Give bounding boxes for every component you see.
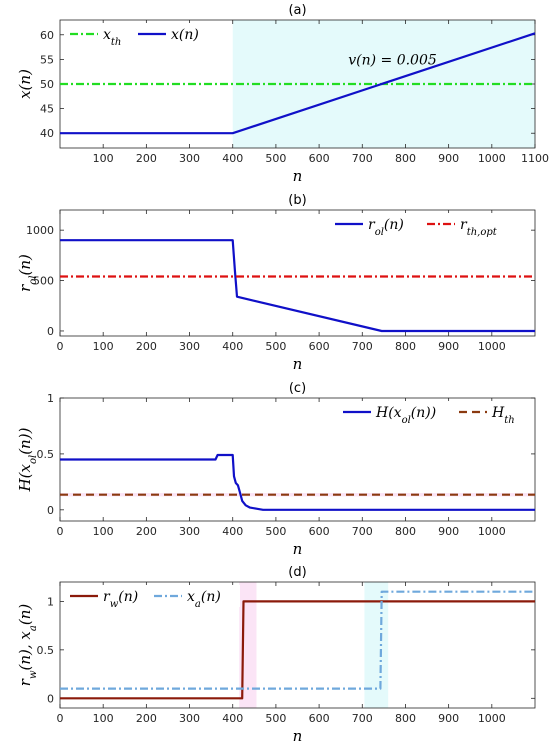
x-tick-label: 500 bbox=[265, 340, 286, 353]
x-tick-label: 200 bbox=[136, 712, 157, 725]
y-tick-label: 1000 bbox=[26, 224, 54, 237]
panel-title: (a) bbox=[288, 3, 306, 18]
x-axis-label: n bbox=[293, 167, 303, 185]
panel-b: (b) 0 100 200 300 400 500 600 700 800 900 1000 0 500 1… bbox=[16, 193, 536, 373]
x-tick-label: 100 bbox=[93, 712, 114, 725]
series-line-x-a-n- bbox=[60, 590, 535, 690]
x-tick-label: 800 bbox=[395, 340, 416, 353]
y-tick-label: 500 bbox=[33, 275, 54, 288]
y-axis-label: rw(n), xa(n) bbox=[16, 604, 39, 687]
x-axis-label: n bbox=[293, 355, 303, 373]
x-tick-label: 800 bbox=[395, 712, 416, 725]
legend-label: Hth bbox=[491, 405, 515, 426]
series-line-x-n- bbox=[60, 32, 536, 135]
legend-label: rth,opt bbox=[460, 217, 498, 238]
x-tick-label: 300 bbox=[179, 712, 200, 725]
x-tick-label: 700 bbox=[352, 525, 373, 538]
x-tick-label: 0 bbox=[57, 712, 64, 725]
legend-label: H(xol(n)) bbox=[375, 405, 436, 426]
y-tick-label: 45 bbox=[40, 103, 54, 116]
x-tick-label: 900 bbox=[438, 712, 459, 725]
x-tick-label: 1000 bbox=[478, 525, 506, 538]
x-tick-label: 700 bbox=[352, 340, 373, 353]
y-axis-label: H(xol(n)) bbox=[16, 427, 39, 492]
legend-label: xa(n) bbox=[187, 589, 221, 610]
x-tick-label: 0 bbox=[57, 340, 64, 353]
legend: rol(n) rth,opt bbox=[329, 213, 529, 238]
y-tick-label: 0 bbox=[47, 325, 54, 338]
x-tick-label: 100 bbox=[93, 340, 114, 353]
x-tick-label: 700 bbox=[352, 712, 373, 725]
x-tick-label: 700 bbox=[352, 152, 373, 165]
x-tick-label: 0 bbox=[57, 525, 64, 538]
y-tick-label: 0 bbox=[47, 504, 54, 517]
x-tick-label: 600 bbox=[309, 340, 330, 353]
plot-frame bbox=[59, 209, 536, 337]
x-tick-label: 900 bbox=[438, 525, 459, 538]
x-tick-label: 900 bbox=[438, 340, 459, 353]
x-tick-label: 1100 bbox=[521, 152, 549, 165]
legend-label: x(n) bbox=[171, 27, 199, 43]
series-line-h-x-ol-n- bbox=[60, 453, 535, 511]
x-tick-label: 400 bbox=[222, 152, 243, 165]
legend: rw(n) xa(n) bbox=[64, 585, 240, 610]
legend: xth x(n) bbox=[64, 23, 216, 48]
y-tick-label: 55 bbox=[40, 53, 54, 66]
panel-title: (d) bbox=[288, 565, 306, 580]
y-tick-label: 0.5 bbox=[37, 644, 55, 657]
x-tick-label: 600 bbox=[309, 152, 330, 165]
y-tick-label: 60 bbox=[40, 29, 54, 42]
x-tick-label: 300 bbox=[179, 525, 200, 538]
plot-frame bbox=[59, 581, 536, 709]
y-tick-label: 0.5 bbox=[37, 448, 55, 461]
x-axis-label: n bbox=[293, 727, 303, 745]
x-tick-label: 200 bbox=[136, 152, 157, 165]
y-tick-label: 40 bbox=[40, 127, 54, 140]
x-tick-label: 800 bbox=[395, 152, 416, 165]
panel-a: (a) 100 200 300 400 500 600 700 800 900 1000 1100 40… bbox=[16, 3, 549, 185]
y-tick-label: 1 bbox=[47, 595, 54, 608]
x-tick-label: 1000 bbox=[478, 340, 506, 353]
x-tick-label: 100 bbox=[93, 525, 114, 538]
annotation: v(n) = 0.005 bbox=[348, 52, 437, 68]
panel-title: (b) bbox=[288, 193, 306, 208]
x-tick-label: 200 bbox=[136, 525, 157, 538]
x-tick-label: 500 bbox=[265, 712, 286, 725]
x-tick-label: 400 bbox=[222, 340, 243, 353]
x-tick-label: 800 bbox=[395, 525, 416, 538]
x-axis-label: n bbox=[293, 540, 303, 558]
legend-label: rol(n) bbox=[368, 217, 404, 238]
x-tick-label: 600 bbox=[309, 712, 330, 725]
panel-c: (c) 0 100 200 300 400 500 600 700 800 900 1000 0 0.5 1… bbox=[16, 381, 536, 558]
x-tick-label: 600 bbox=[309, 525, 330, 538]
y-tick-label: 50 bbox=[40, 78, 54, 91]
x-tick-label: 400 bbox=[222, 712, 243, 725]
legend-label: xth bbox=[103, 27, 121, 48]
x-tick-label: 1000 bbox=[478, 712, 506, 725]
series-line-r-w-n- bbox=[60, 600, 535, 700]
legend-label: rw(n) bbox=[103, 589, 138, 610]
x-tick-label: 200 bbox=[136, 340, 157, 353]
y-tick-label: 1 bbox=[47, 392, 54, 405]
legend: H(xol(n)) Hth bbox=[337, 401, 529, 426]
x-tick-label: 500 bbox=[265, 525, 286, 538]
x-tick-label: 100 bbox=[93, 152, 114, 165]
x-tick-label: 300 bbox=[179, 340, 200, 353]
y-axis-label: x(n) bbox=[16, 69, 34, 99]
legend-box bbox=[64, 585, 240, 607]
y-tick-label: 0 bbox=[47, 692, 54, 705]
series-line-r-ol-n- bbox=[60, 239, 535, 333]
x-tick-label: 900 bbox=[438, 152, 459, 165]
x-tick-label: 1000 bbox=[478, 152, 506, 165]
panel-title: (c) bbox=[289, 381, 306, 396]
x-tick-label: 500 bbox=[265, 152, 286, 165]
x-tick-label: 400 bbox=[222, 525, 243, 538]
panel-d: (d) 0 100 200 300 400 500 600 700 800 900 1000 0 0.5 1… bbox=[16, 565, 536, 745]
legend-box bbox=[337, 401, 529, 423]
x-tick-label: 300 bbox=[179, 152, 200, 165]
y-axis-label: rol(n) bbox=[16, 254, 39, 292]
